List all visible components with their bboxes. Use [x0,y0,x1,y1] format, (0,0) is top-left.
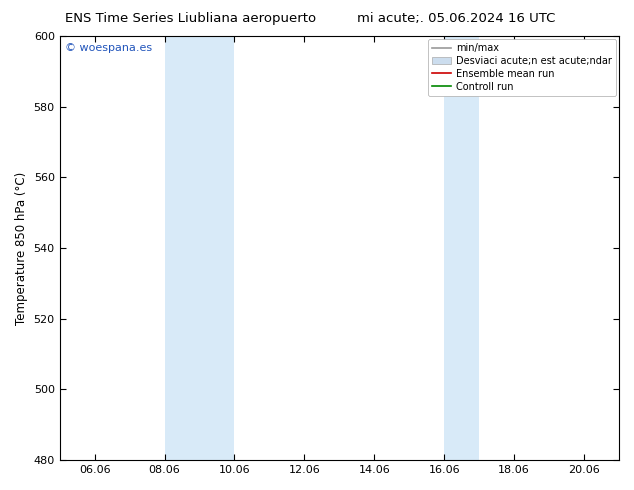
Text: © woespana.es: © woespana.es [65,43,152,52]
Bar [444,36,479,460]
Text: mi acute;. 05.06.2024 16 UTC: mi acute;. 05.06.2024 16 UTC [358,12,555,25]
Legend: min/max, Desviaci acute;n est acute;ndar, Ensemble mean run, Controll run: min/max, Desviaci acute;n est acute;ndar… [428,39,616,96]
Text: ENS Time Series Liubliana aeropuerto: ENS Time Series Liubliana aeropuerto [65,12,316,25]
Y-axis label: Temperature 850 hPa (°C): Temperature 850 hPa (°C) [15,172,28,325]
Bar [165,36,235,460]
